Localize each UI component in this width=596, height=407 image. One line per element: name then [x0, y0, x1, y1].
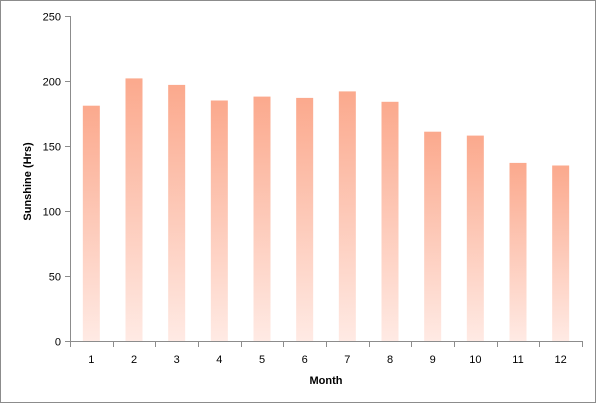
bar-month-12 — [552, 165, 570, 341]
y-tick-label: 200 — [43, 77, 61, 89]
x-tick-label: 4 — [216, 354, 222, 366]
x-tick-label: 12 — [555, 354, 567, 366]
x-tick-label: 10 — [469, 354, 481, 366]
x-tick-label: 11 — [512, 354, 523, 366]
bar-month-10 — [466, 135, 484, 341]
x-tick-label: 2 — [131, 354, 137, 366]
bar-month-6 — [296, 97, 314, 342]
bar-month-5 — [253, 96, 271, 341]
x-tick-label: 9 — [430, 354, 436, 366]
bar-month-8 — [381, 101, 399, 341]
y-tick-label: 150 — [43, 142, 61, 154]
bars — [82, 78, 570, 342]
y-tick-label: 100 — [43, 207, 61, 219]
x-tick-label: 5 — [259, 354, 265, 366]
bar-month-2 — [125, 78, 143, 342]
y-tick-label: 250 — [43, 12, 61, 24]
x-tick-label: 3 — [174, 354, 180, 366]
x-tick-label: 1 — [88, 354, 94, 366]
axes — [65, 16, 583, 347]
x-tick-label: 8 — [387, 354, 393, 366]
bar-month-11 — [509, 162, 527, 341]
x-tick-label: 6 — [302, 354, 308, 366]
x-axis-title: Month — [310, 375, 343, 387]
y-tick-label: 0 — [55, 337, 61, 349]
y-axis-title: Sunshine (Hrs) — [22, 142, 34, 221]
bar-month-4 — [210, 100, 228, 341]
y-tick-label: 50 — [49, 272, 61, 284]
bar-month-7 — [338, 91, 356, 342]
bar-month-1 — [82, 105, 100, 341]
bar-month-9 — [424, 131, 442, 341]
bar-month-3 — [168, 84, 186, 342]
x-tick-label: 7 — [344, 354, 350, 366]
